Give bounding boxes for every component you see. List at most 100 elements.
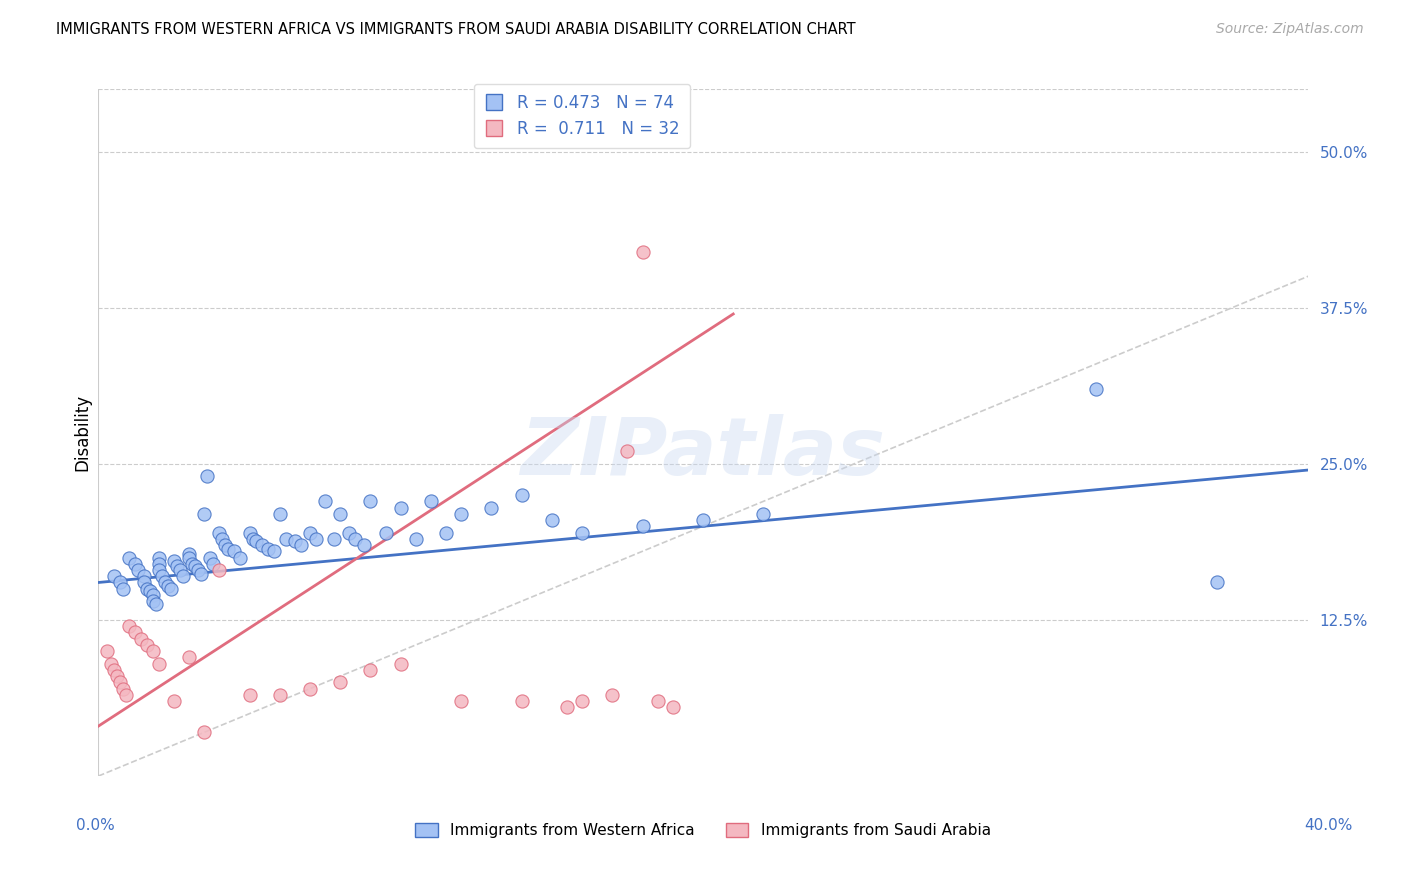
Point	[229, 550, 252, 565]
Point	[114, 688, 136, 702]
Point	[284, 534, 307, 549]
Point	[214, 538, 236, 552]
Point	[96, 644, 118, 658]
Point	[153, 575, 176, 590]
Point	[118, 619, 141, 633]
Point	[163, 694, 186, 708]
Point	[374, 525, 396, 540]
Point	[142, 594, 165, 608]
Point	[692, 513, 714, 527]
Point	[631, 244, 654, 259]
Point	[263, 544, 285, 558]
Legend: Immigrants from Western Africa, Immigrants from Saudi Arabia: Immigrants from Western Africa, Immigran…	[409, 817, 997, 844]
Text: ZIPatlas: ZIPatlas	[520, 414, 886, 492]
Point	[124, 557, 146, 571]
Point	[193, 725, 215, 739]
Point	[148, 657, 170, 671]
Text: 0.0%: 0.0%	[76, 818, 115, 832]
Point	[118, 550, 141, 565]
Point	[540, 513, 562, 527]
Point	[752, 507, 775, 521]
Text: 40.0%: 40.0%	[1305, 818, 1353, 832]
Point	[150, 569, 173, 583]
Point	[208, 525, 231, 540]
Point	[360, 494, 382, 508]
Point	[602, 688, 624, 702]
Point	[337, 525, 360, 540]
Point	[323, 532, 346, 546]
Point	[160, 582, 183, 596]
Point	[142, 588, 165, 602]
Point	[100, 657, 122, 671]
Point	[103, 569, 125, 583]
Point	[169, 563, 191, 577]
Point	[242, 532, 264, 546]
Point	[179, 650, 201, 665]
Point	[108, 675, 131, 690]
Point	[1206, 575, 1229, 590]
Point	[389, 657, 412, 671]
Point	[571, 525, 593, 540]
Point	[179, 550, 201, 565]
Point	[217, 541, 239, 556]
Point	[299, 525, 322, 540]
Point	[190, 566, 212, 581]
Point	[450, 694, 472, 708]
Point	[105, 669, 128, 683]
Point	[111, 582, 134, 596]
Point	[329, 507, 352, 521]
Point	[166, 559, 188, 574]
Point	[360, 663, 382, 677]
Point	[127, 563, 149, 577]
Point	[510, 488, 533, 502]
Point	[510, 694, 533, 708]
Point	[202, 557, 225, 571]
Point	[274, 532, 297, 546]
Point	[305, 532, 328, 546]
Point	[187, 563, 209, 577]
Point	[108, 575, 131, 590]
Point	[163, 554, 186, 568]
Point	[290, 538, 312, 552]
Point	[571, 694, 593, 708]
Point	[299, 681, 322, 696]
Point	[434, 525, 457, 540]
Point	[647, 694, 669, 708]
Point	[148, 557, 170, 571]
Point	[148, 550, 170, 565]
Point	[555, 700, 578, 714]
Point	[132, 569, 155, 583]
Point	[239, 525, 262, 540]
Point	[269, 688, 291, 702]
Point	[111, 681, 134, 696]
Point	[193, 507, 215, 521]
Point	[145, 597, 167, 611]
Point	[132, 575, 155, 590]
Point	[239, 688, 262, 702]
Point	[353, 538, 375, 552]
Point	[481, 500, 503, 515]
Point	[389, 500, 412, 515]
Text: Source: ZipAtlas.com: Source: ZipAtlas.com	[1216, 22, 1364, 37]
Point	[250, 538, 273, 552]
Point	[129, 632, 152, 646]
Point	[208, 563, 231, 577]
Point	[405, 532, 427, 546]
Point	[156, 579, 179, 593]
Point	[179, 547, 201, 561]
Point	[211, 532, 233, 546]
Point	[184, 559, 207, 574]
Point	[195, 469, 218, 483]
Point	[329, 675, 352, 690]
Y-axis label: Disability: Disability	[73, 394, 91, 471]
Point	[616, 444, 638, 458]
Point	[135, 638, 157, 652]
Point	[450, 507, 472, 521]
Point	[420, 494, 443, 508]
Point	[224, 544, 246, 558]
Point	[314, 494, 336, 508]
Point	[135, 582, 157, 596]
Text: IMMIGRANTS FROM WESTERN AFRICA VS IMMIGRANTS FROM SAUDI ARABIA DISABILITY CORREL: IMMIGRANTS FROM WESTERN AFRICA VS IMMIGR…	[56, 22, 856, 37]
Point	[1085, 382, 1108, 396]
Point	[172, 569, 194, 583]
